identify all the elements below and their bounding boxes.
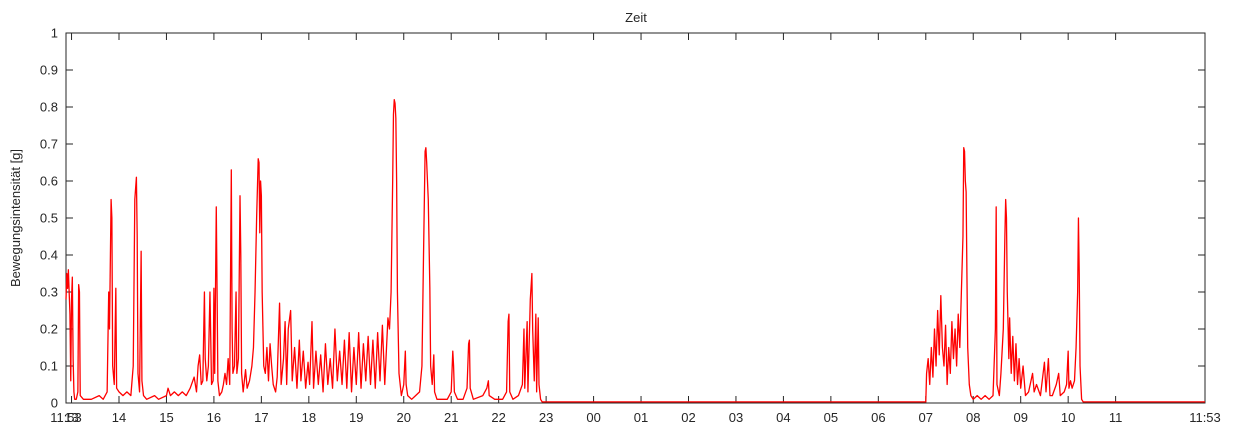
x-tick-label: 06 [871,410,885,425]
x-tick-label: 23 [539,410,553,425]
x-tick-label: 16 [207,410,221,425]
chart-title: Zeit [625,10,647,25]
x-tick-label: 22 [491,410,505,425]
x-tick-label: 04 [776,410,790,425]
x-tick-label: 10 [1061,410,1075,425]
x-tick-label: 08 [966,410,980,425]
x-tick-label: 19 [349,410,363,425]
x-tick-label: 00 [586,410,600,425]
axes-box [65,32,1206,404]
y-tick-label: 0.1 [40,359,58,374]
x-tick-label: 07 [919,410,933,425]
y-tick-label: 1 [51,26,58,41]
y-tick-label: 0 [51,396,58,411]
x-tick-label: 21 [444,410,458,425]
x-tick-label: 03 [729,410,743,425]
y-tick-label: 0.9 [40,63,58,78]
x-tick-label: 01 [634,410,648,425]
y-tick-label: 0.4 [40,248,58,263]
y-tick-label: 0.3 [40,285,58,300]
y-tick-label: 0.7 [40,137,58,152]
x-tick-label: 15 [159,410,173,425]
x-tick-label: 18 [302,410,316,425]
y-tick-label: 0.2 [40,322,58,337]
y-tick-label: 0.5 [40,211,58,226]
series-line [65,98,1205,403]
x-tick-label: 09 [1013,410,1027,425]
x-tick-label: 13 [64,410,78,425]
x-tick-label: 11 [1109,410,1123,425]
x-tick-label: 14 [112,410,126,425]
x-tick-label: 20 [397,410,411,425]
x-tick-label: 02 [681,410,695,425]
x-tick-label: 11:53 [50,410,82,425]
x-tick-label: 17 [254,410,268,425]
y-tick-label: 0.8 [40,100,58,115]
y-axis-label: Bewegungsintensität [g] [8,149,23,287]
x-tick-label: 05 [824,410,838,425]
y-tick-label: 0.6 [40,174,58,189]
x-tick-label: 11:53 [1189,410,1221,425]
